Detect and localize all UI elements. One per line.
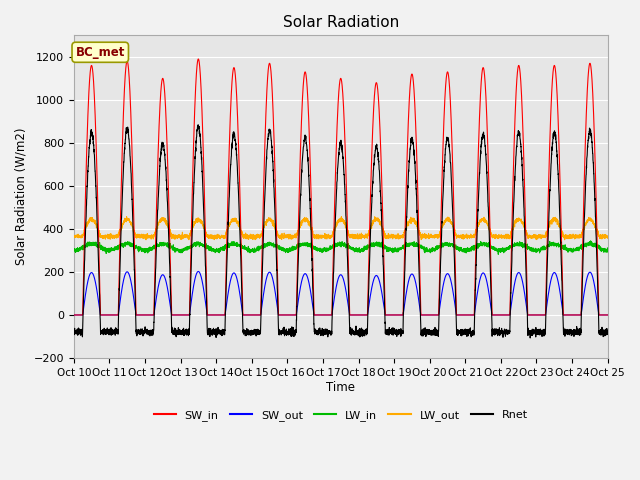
- Text: BC_met: BC_met: [76, 46, 125, 59]
- Title: Solar Radiation: Solar Radiation: [283, 15, 399, 30]
- Y-axis label: Solar Radiation (W/m2): Solar Radiation (W/m2): [15, 128, 28, 265]
- X-axis label: Time: Time: [326, 381, 355, 394]
- Legend: SW_in, SW_out, LW_in, LW_out, Rnet: SW_in, SW_out, LW_in, LW_out, Rnet: [149, 406, 532, 425]
